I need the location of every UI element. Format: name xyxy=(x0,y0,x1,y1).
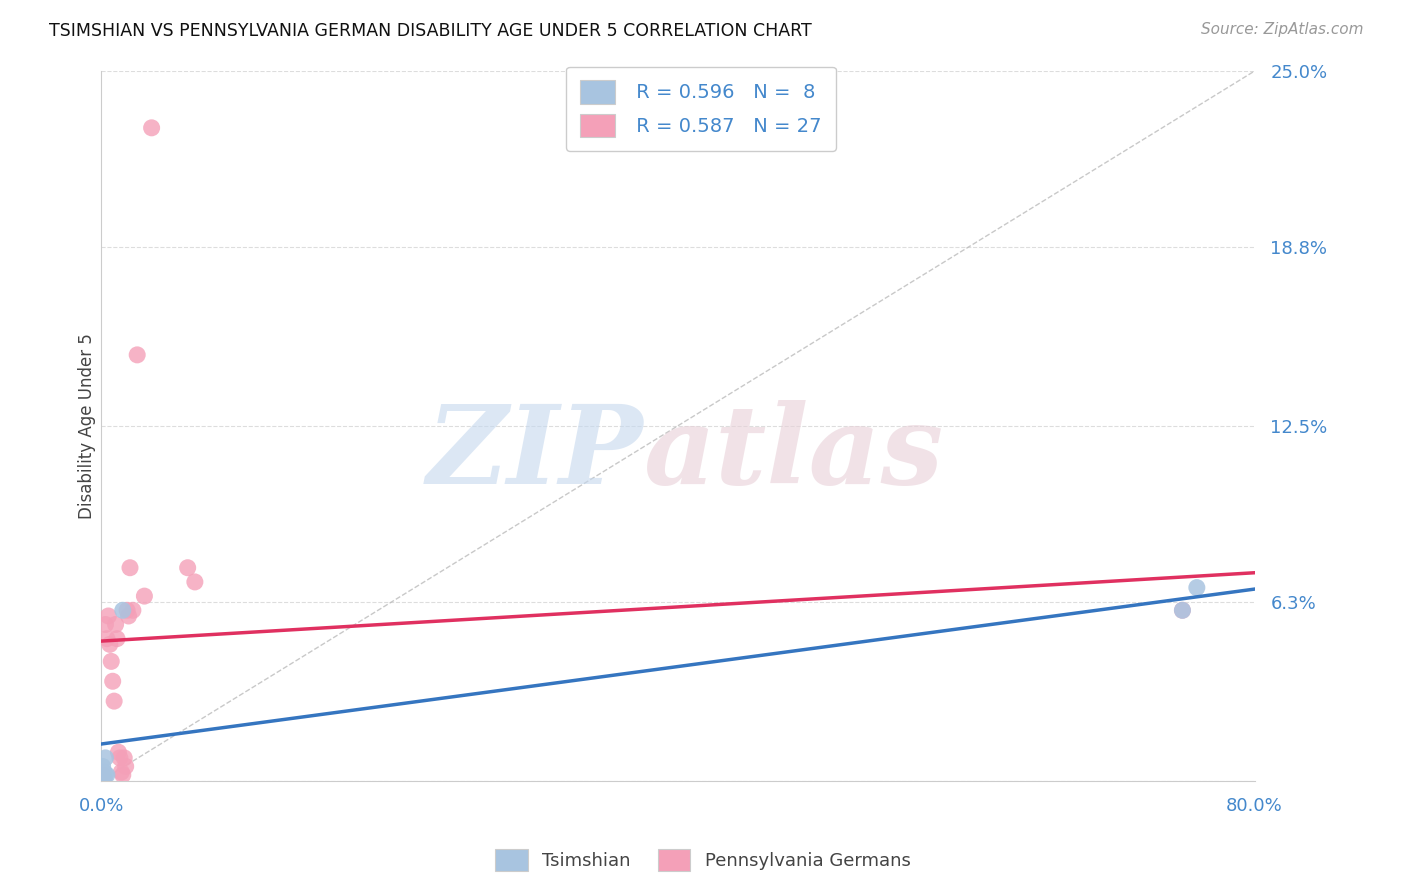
Point xyxy=(184,574,207,589)
Point xyxy=(134,589,156,603)
Point xyxy=(114,759,136,773)
Point xyxy=(91,768,114,782)
Point xyxy=(105,632,128,646)
Point xyxy=(103,694,125,708)
Point xyxy=(94,751,117,765)
Point xyxy=(96,632,118,646)
Legend:  R = 0.596   N =  8,  R = 0.587   N = 27: R = 0.596 N = 8, R = 0.587 N = 27 xyxy=(567,67,835,151)
Point xyxy=(100,654,122,668)
Point xyxy=(111,768,134,782)
Point xyxy=(96,768,118,782)
Y-axis label: Disability Age Under 5: Disability Age Under 5 xyxy=(79,333,96,519)
Point xyxy=(93,771,115,785)
Point xyxy=(176,560,198,574)
Point xyxy=(1171,603,1194,617)
Point xyxy=(94,617,117,632)
Point xyxy=(115,603,138,617)
Point xyxy=(93,765,115,780)
Point xyxy=(111,603,134,617)
Text: ZIP: ZIP xyxy=(426,401,643,508)
Point xyxy=(110,765,132,780)
Point xyxy=(101,674,124,689)
Text: atlas: atlas xyxy=(643,401,943,508)
Point xyxy=(107,745,129,759)
Point xyxy=(122,603,145,617)
Point xyxy=(118,560,141,574)
Point xyxy=(97,609,120,624)
Point xyxy=(91,759,114,773)
Point xyxy=(98,637,121,651)
Text: Source: ZipAtlas.com: Source: ZipAtlas.com xyxy=(1201,22,1364,37)
Point xyxy=(94,768,117,782)
Point xyxy=(141,120,163,135)
Text: TSIMSHIAN VS PENNSYLVANIA GERMAN DISABILITY AGE UNDER 5 CORRELATION CHART: TSIMSHIAN VS PENNSYLVANIA GERMAN DISABIL… xyxy=(49,22,811,40)
Point xyxy=(1171,603,1194,617)
Point xyxy=(117,609,139,624)
Point xyxy=(104,617,127,632)
Point xyxy=(127,348,149,362)
Point xyxy=(108,751,131,765)
Point xyxy=(112,751,135,765)
Legend: Tsimshian, Pennsylvania Germans: Tsimshian, Pennsylvania Germans xyxy=(488,842,918,879)
Point xyxy=(1185,581,1208,595)
